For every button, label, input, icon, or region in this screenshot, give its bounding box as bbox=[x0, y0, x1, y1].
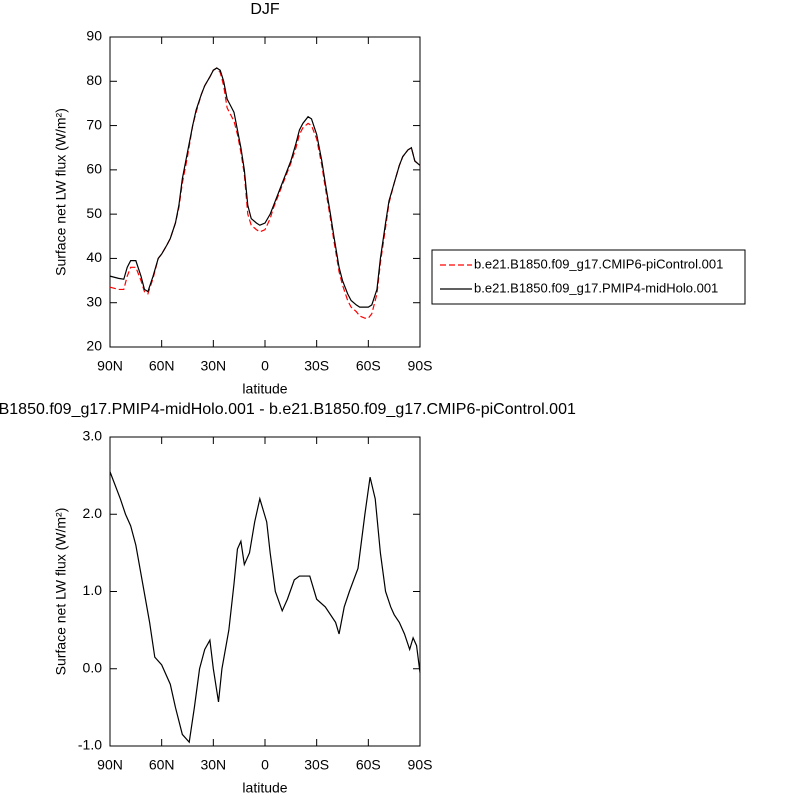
x-tick-label: 60N bbox=[149, 757, 175, 773]
y-tick-label: 1.0 bbox=[83, 582, 103, 598]
chart-title: DJF bbox=[250, 1, 280, 18]
x-axis-label: latitude bbox=[242, 780, 287, 796]
x-tick-label: 60N bbox=[149, 358, 175, 374]
data-line bbox=[109, 67, 421, 319]
chart-title: b.e21.B1850.f09_g17.PMIP4-midHolo.001 - … bbox=[0, 401, 576, 418]
y-tick-label: 50 bbox=[86, 205, 102, 221]
legend-label: b.e21.B1850.f09_g17.CMIP6-piControl.001 bbox=[474, 256, 723, 271]
x-tick-label: 90N bbox=[97, 757, 123, 773]
y-tick-label: 60 bbox=[86, 161, 102, 177]
x-tick-label: 30N bbox=[200, 757, 226, 773]
x-tick-label: 0 bbox=[261, 358, 269, 374]
x-tick-label: 0 bbox=[261, 757, 269, 773]
data-line bbox=[109, 471, 421, 744]
y-tick-label: 40 bbox=[86, 249, 102, 265]
y-tick-label: 30 bbox=[86, 293, 102, 309]
x-tick-label: 90S bbox=[408, 757, 433, 773]
plot-frame bbox=[109, 436, 421, 747]
x-tick-label: 60S bbox=[356, 757, 381, 773]
y-tick-label: -1.0 bbox=[78, 737, 102, 753]
y-tick-label: 0.0 bbox=[83, 659, 103, 675]
legend-label: b.e21.B1850.f09_g17.PMIP4-midHolo.001 bbox=[474, 280, 718, 295]
y-axis-label: Surface net LW flux (W/m²) bbox=[53, 508, 69, 676]
x-tick-label: 30S bbox=[304, 757, 329, 773]
x-tick-label: 90S bbox=[408, 358, 433, 374]
x-tick-label: 30N bbox=[200, 358, 226, 374]
y-axis-label: Surface net LW flux (W/m²) bbox=[53, 108, 69, 276]
legend-box bbox=[431, 249, 746, 305]
y-tick-label: 90 bbox=[86, 28, 102, 44]
y-tick-label: 2.0 bbox=[83, 505, 103, 521]
x-tick-label: 90N bbox=[97, 358, 123, 374]
data-line bbox=[109, 67, 421, 308]
y-tick-label: 80 bbox=[86, 72, 102, 88]
x-axis-label: latitude bbox=[242, 381, 287, 397]
x-tick-label: 30S bbox=[304, 358, 329, 374]
y-tick-label: 3.0 bbox=[83, 428, 103, 444]
x-tick-label: 60S bbox=[356, 358, 381, 374]
y-tick-label: 70 bbox=[86, 116, 102, 132]
y-tick-label: 20 bbox=[86, 338, 102, 354]
